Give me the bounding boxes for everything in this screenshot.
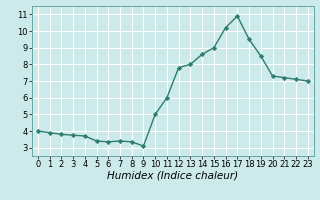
X-axis label: Humidex (Indice chaleur): Humidex (Indice chaleur) xyxy=(107,171,238,181)
